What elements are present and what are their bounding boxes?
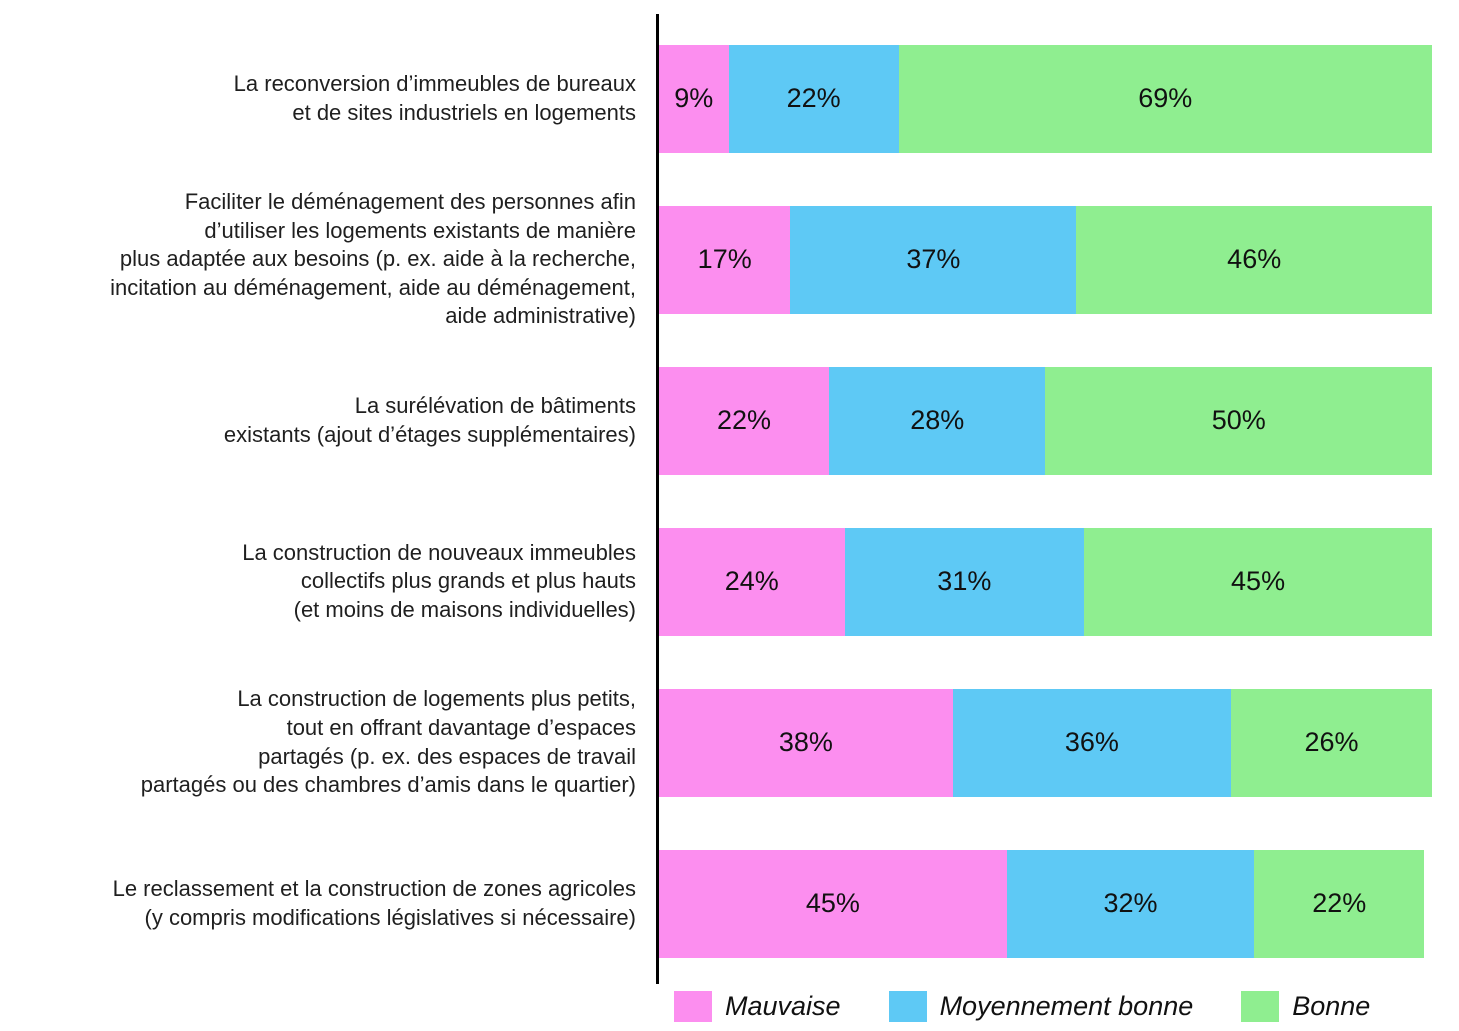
bar-segment-bonne: 26% — [1231, 688, 1432, 797]
y-axis-line — [656, 14, 659, 984]
legend: Mauvaise Moyennement bonne Bonne — [674, 986, 1459, 1026]
bar-segment-moyennement-bonne: 28% — [829, 366, 1046, 475]
category-label: Le reclassement et la construction de zo… — [112, 875, 636, 930]
legend-swatch-bonne — [1241, 990, 1280, 1022]
legend-item-bonne: Bonne — [1241, 990, 1371, 1022]
legend-label: Bonne — [1292, 990, 1371, 1021]
legend-item-mauvaise: Mauvaise — [674, 990, 841, 1022]
bar-segment-mauvaise: 9% — [659, 44, 729, 153]
value-label: 45% — [1231, 566, 1286, 596]
value-label: 24% — [724, 566, 779, 596]
chart-row: Faciliter le déménagement des personnes … — [0, 179, 1459, 340]
value-label: 38% — [778, 727, 833, 757]
legend-swatch-moyennement-bonne — [888, 990, 927, 1022]
bar-segment-moyennement-bonne: 36% — [952, 688, 1231, 797]
chart-row: La construction de nouveaux immeubles co… — [0, 501, 1459, 662]
stacked-bar: 38% 36% 26% — [659, 688, 1432, 797]
stacked-bar: 22% 28% 50% — [659, 366, 1432, 475]
category-label: La surélévation de bâtiments existants (… — [223, 392, 636, 447]
stacked-bar: 17% 37% 46% — [659, 205, 1432, 314]
value-label: 32% — [1103, 888, 1158, 918]
value-label: 31% — [937, 566, 992, 596]
legend-label: Moyennement bonne — [939, 990, 1194, 1021]
chart-row: La surélévation de bâtiments existants (… — [0, 340, 1459, 501]
value-label: 9% — [674, 83, 714, 113]
bar-segment-mauvaise: 22% — [659, 366, 830, 475]
value-label: 17% — [697, 244, 752, 274]
bar-segment-moyennement-bonne: 31% — [844, 527, 1085, 636]
bar-segment-mauvaise: 17% — [659, 205, 791, 314]
value-label: 37% — [906, 244, 961, 274]
category-label: La reconversion d’immeubles de bureaux e… — [233, 70, 636, 125]
bar-segment-mauvaise: 45% — [659, 849, 1007, 958]
value-label: 69% — [1138, 83, 1193, 113]
value-label: 28% — [910, 405, 965, 435]
chart-row: La construction de logements plus petits… — [0, 662, 1459, 823]
category-label: La construction de nouveaux immeubles co… — [242, 539, 636, 622]
bar-segment-bonne: 50% — [1045, 366, 1432, 475]
bar-segment-bonne: 69% — [898, 44, 1432, 153]
bar-segment-bonne: 45% — [1084, 527, 1432, 636]
chart-row: Le reclassement et la construction de zo… — [0, 823, 1459, 984]
stacked-bar: 45% 32% 22% — [659, 849, 1432, 958]
legend-label: Mauvaise — [725, 990, 841, 1021]
value-label: 50% — [1211, 405, 1266, 435]
value-label: 36% — [1064, 727, 1119, 757]
legend-item-moyennement-bonne: Moyennement bonne — [888, 990, 1194, 1022]
chart-row: La reconversion d’immeubles de bureaux e… — [0, 18, 1459, 179]
bar-segment-moyennement-bonne: 32% — [1006, 849, 1255, 958]
bar-segment-moyennement-bonne: 22% — [728, 44, 899, 153]
legend-swatch-mauvaise — [674, 990, 712, 1022]
bar-segment-bonne: 22% — [1254, 849, 1425, 958]
bar-segment-mauvaise: 24% — [659, 527, 845, 636]
bar-segment-moyennement-bonne: 37% — [790, 205, 1077, 314]
value-label: 46% — [1227, 244, 1282, 274]
bar-segment-mauvaise: 38% — [659, 688, 953, 797]
stacked-bar: 9% 22% 69% — [659, 44, 1432, 153]
chart-rows: La reconversion d’immeubles de bureaux e… — [0, 18, 1459, 984]
value-label: 22% — [1312, 888, 1367, 918]
bar-segment-bonne: 46% — [1076, 205, 1432, 314]
value-label: 22% — [717, 405, 772, 435]
category-label: Faciliter le déménagement des personnes … — [110, 189, 636, 329]
stacked-bar: 24% 31% 45% — [659, 527, 1432, 636]
value-label: 45% — [805, 888, 860, 918]
value-label: 26% — [1304, 727, 1359, 757]
category-label: La construction de logements plus petits… — [140, 686, 636, 798]
value-label: 22% — [786, 83, 841, 113]
